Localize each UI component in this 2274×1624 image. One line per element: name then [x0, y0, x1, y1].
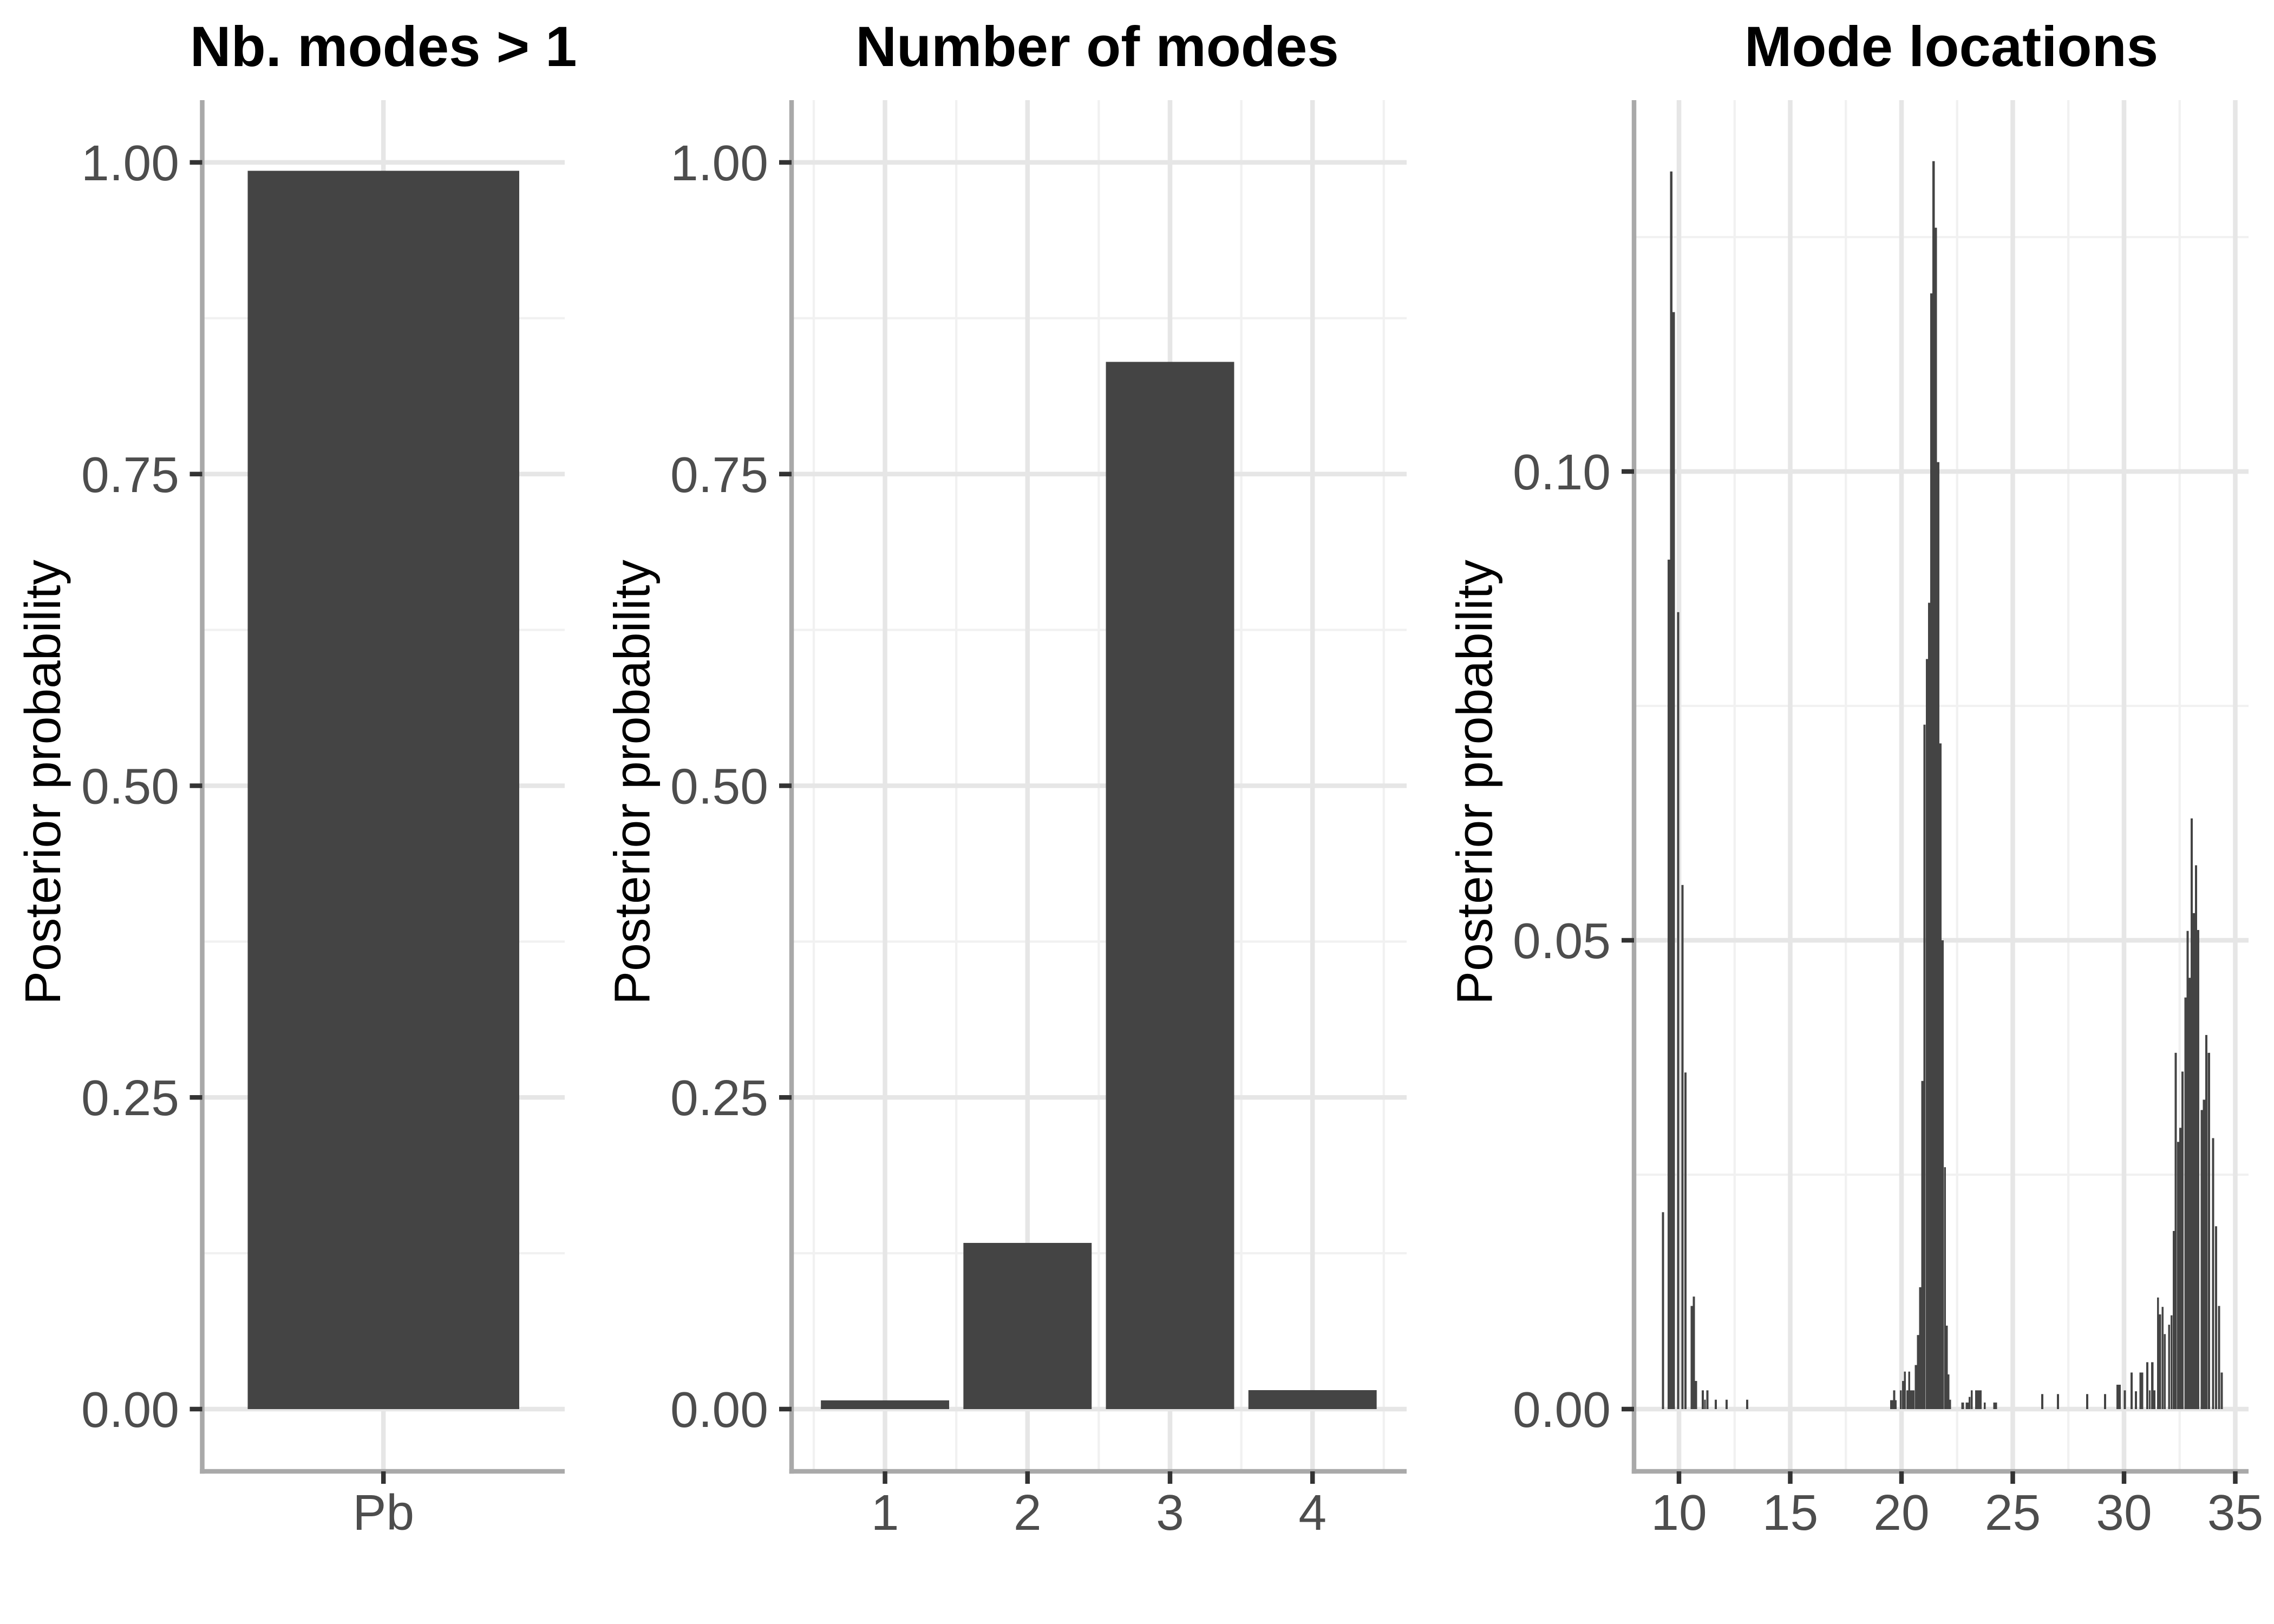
svg-text:0.25: 0.25 — [670, 1070, 768, 1126]
svg-text:30: 30 — [2096, 1484, 2152, 1541]
svg-text:1.00: 1.00 — [670, 135, 768, 191]
svg-text:0.00: 0.00 — [670, 1381, 768, 1438]
svg-text:Mode locations: Mode locations — [1744, 15, 2158, 78]
svg-text:3: 3 — [1156, 1484, 1184, 1541]
svg-text:0.10: 0.10 — [1513, 444, 1611, 500]
svg-text:1.00: 1.00 — [81, 135, 179, 191]
svg-text:0.00: 0.00 — [81, 1381, 179, 1438]
svg-text:Number of modes: Number of modes — [855, 15, 1339, 78]
svg-text:0.05: 0.05 — [1513, 913, 1611, 969]
svg-text:2: 2 — [1014, 1484, 1042, 1541]
svg-text:Posterior probability: Posterior probability — [1447, 560, 1503, 1005]
svg-text:15: 15 — [1762, 1484, 1818, 1541]
svg-text:4: 4 — [1298, 1484, 1327, 1541]
svg-text:0.25: 0.25 — [81, 1070, 179, 1126]
svg-text:Posterior probability: Posterior probability — [15, 560, 71, 1005]
svg-text:0.00: 0.00 — [1513, 1381, 1611, 1438]
svg-text:Nb. modes > 1: Nb. modes > 1 — [190, 15, 577, 78]
svg-text:Posterior probability: Posterior probability — [604, 560, 661, 1005]
svg-text:0.50: 0.50 — [670, 758, 768, 815]
svg-text:1: 1 — [871, 1484, 899, 1541]
svg-text:20: 20 — [1873, 1484, 1929, 1541]
svg-text:Pb: Pb — [352, 1484, 414, 1541]
svg-text:35: 35 — [2207, 1484, 2263, 1541]
svg-text:0.75: 0.75 — [81, 447, 179, 503]
svg-text:10: 10 — [1651, 1484, 1707, 1541]
svg-text:0.75: 0.75 — [670, 447, 768, 503]
svg-text:25: 25 — [1985, 1484, 2041, 1541]
svg-text:0.50: 0.50 — [81, 758, 179, 815]
